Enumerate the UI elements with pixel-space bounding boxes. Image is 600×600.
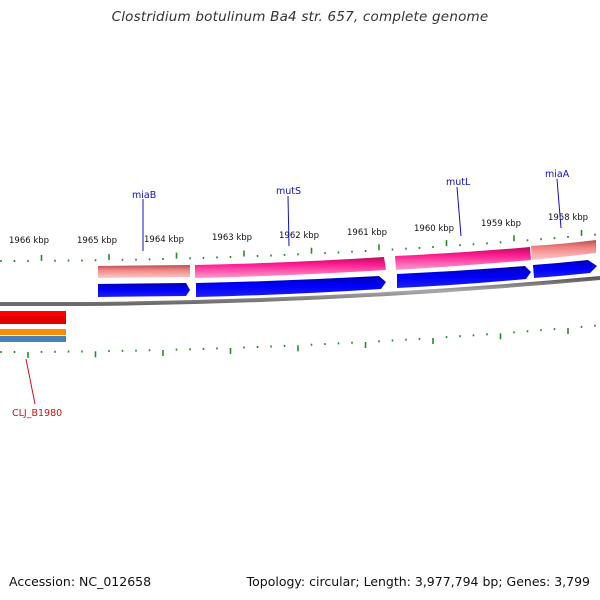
cds-feature-mutS[interactable] xyxy=(196,276,386,297)
feature-orange[interactable] xyxy=(0,329,66,335)
genome-summary-text: Topology: circular; Length: 3,977,794 bp… xyxy=(246,574,590,589)
scale-label-1958: 1958 kbp xyxy=(548,213,588,223)
gene-label-mutS[interactable]: mutS xyxy=(276,186,301,197)
gene-feature-mutS[interactable] xyxy=(195,257,386,278)
scale-ticks-inner xyxy=(0,324,596,358)
feature-red[interactable] xyxy=(0,316,66,324)
scale-label-1963: 1963 kbp xyxy=(212,233,252,243)
feature-steelblue[interactable] xyxy=(0,336,66,342)
leader-mutL xyxy=(456,186,462,237)
cds-feature-mutL[interactable] xyxy=(397,266,531,288)
feature-red-upper[interactable] xyxy=(0,311,66,316)
gene-feature-miaB[interactable] xyxy=(98,265,190,278)
scale-label-1966: 1966 kbp xyxy=(9,236,49,246)
scale-label-1959: 1959 kbp xyxy=(481,219,521,229)
scale-label-1964: 1964 kbp xyxy=(144,235,184,245)
leader-CLJ_B1980 xyxy=(25,358,36,405)
gene-label-miaA[interactable]: miaA xyxy=(545,169,570,180)
scale-label-1962: 1962 kbp xyxy=(279,231,319,241)
gene-feature-mutL[interactable] xyxy=(395,247,531,270)
gene-label-miaB[interactable]: miaB xyxy=(132,190,156,201)
genome-backbone xyxy=(0,276,600,306)
gene-label-mutL[interactable]: mutL xyxy=(446,177,471,188)
scale-label-1961: 1961 kbp xyxy=(347,228,387,238)
map-title: Clostridium botulinum Ba4 str. 657, comp… xyxy=(111,9,489,25)
scale-label-1960: 1960 kbp xyxy=(414,224,454,234)
leader-mutS xyxy=(287,195,290,247)
gene-feature-miaA[interactable] xyxy=(531,240,596,260)
scale-ticks-outer xyxy=(0,229,596,262)
scale-label-1965: 1965 kbp xyxy=(77,236,117,246)
accession-text: Accession: NC_012658 xyxy=(9,574,152,589)
locus-label-CLJ_B1980[interactable]: CLJ_B1980 xyxy=(12,408,62,419)
cds-feature-miaB[interactable] xyxy=(98,283,190,297)
leader-miaA xyxy=(556,178,562,229)
cds-feature-miaA[interactable] xyxy=(533,260,597,278)
